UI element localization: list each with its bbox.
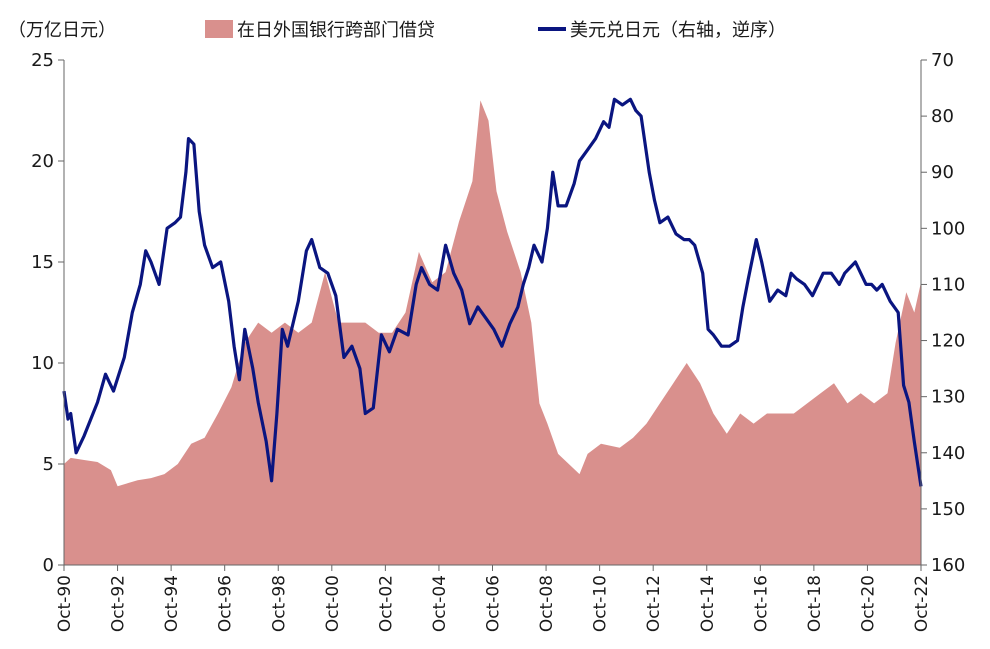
area-series-layer [64,100,921,566]
right-axis-tick-label: 130 [931,387,965,408]
x-axis-tick-label: Oct-14 [698,575,718,632]
right-axis-tick-label: 160 [931,555,965,576]
legend-item-line: 美元兑日元（右轴，逆序） [538,16,786,42]
line-series-layer [62,97,923,487]
right-axis-tick-label: 140 [931,443,965,464]
x-axis-tick-label: Oct-94 [162,575,182,632]
x-axis-tick-label: Oct-02 [376,575,396,632]
x-axis-tick-label: Oct-18 [805,575,825,632]
x-axis-tick-label: Oct-06 [484,575,504,632]
left-axis-tick-label: 15 [31,252,54,273]
x-axis-tick-label: Oct-16 [751,575,771,632]
left-axis-tick-label: 5 [43,454,54,475]
right-axis-tick-label: 150 [931,499,965,520]
right-axis-tick-label: 90 [931,162,954,183]
x-axis-tick-label: Oct-92 [109,575,129,632]
legend-swatch-line [538,27,566,31]
x-axis-tick-label: Oct-12 [644,575,664,632]
legend-item-area: 在日外国银行跨部门借贷 [205,16,435,42]
left-axis-tick-label: 25 [31,50,54,71]
right-axis-tick-label: 100 [931,218,965,239]
x-axis-tick-label: Oct-08 [537,575,557,632]
right-axis-tick-label: 70 [931,50,954,71]
left-axis-tick-label: 10 [31,353,54,374]
area-series-interbank-lending [64,100,921,566]
x-axis-tick-label: Oct-00 [323,575,343,632]
right-axis-tick-label: 80 [931,106,954,127]
legend-swatch-area [205,20,233,38]
right-axis-tick-label: 110 [931,274,965,295]
x-axis-tick-label: Oct-10 [591,575,611,632]
left-axis-unit: （万亿日元） [8,20,116,41]
right-axis-tick-label: 120 [931,331,965,352]
legend-label-line: 美元兑日元（右轴，逆序） [570,20,786,41]
x-axis-tick-label: Oct-90 [55,575,75,632]
x-axis-tick-label: Oct-98 [269,575,289,632]
x-axis-tick-label: Oct-20 [858,575,878,632]
left-axis-tick-label: 20 [31,151,54,172]
legend-label-area: 在日外国银行跨部门借贷 [237,20,435,41]
left-axis-tick-label: 0 [43,555,54,576]
x-axis-tick-label: Oct-22 [912,575,932,632]
x-axis-tick-label: Oct-96 [216,575,236,632]
x-axis-tick-label: Oct-04 [430,575,450,632]
line-series-usdjpy [62,97,923,487]
